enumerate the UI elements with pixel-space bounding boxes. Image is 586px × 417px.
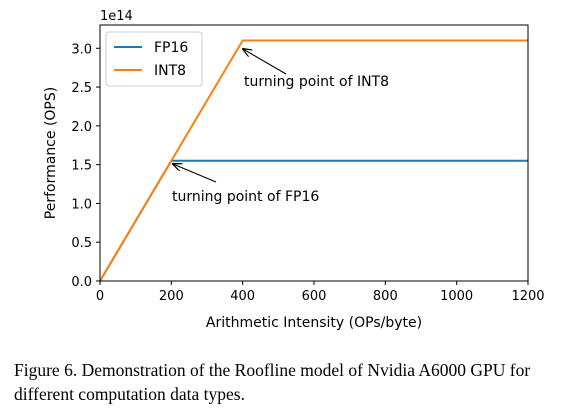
int8-annotation-arrow	[243, 49, 286, 74]
x-axis-label: Arithmetic Intensity (OPs/byte)	[206, 315, 422, 331]
y-axis-ticks: 0.0 0.5 1.0 1.5 2.0 2.5 3.0	[71, 42, 100, 290]
fp16-annotation-text: turning point of FP16	[172, 189, 319, 205]
y-tick-label: 1.5	[71, 159, 92, 174]
x-tick-label: 200	[159, 289, 184, 304]
y-axis-label: Performance (OPS)	[43, 87, 59, 219]
x-tick-label: 1000	[440, 289, 473, 304]
x-tick-label: 400	[230, 289, 255, 304]
series-line-fp16	[100, 161, 528, 281]
y-tick-label: 0.5	[71, 236, 92, 251]
fp16-annotation-arrow	[173, 164, 216, 182]
y-tick-label: 1.0	[71, 197, 92, 212]
figure-caption: Figure 6. Demonstration of the Roofline …	[14, 358, 574, 406]
x-tick-label: 800	[373, 289, 398, 304]
legend-label-int8: INT8	[154, 63, 186, 79]
y-tick-label: 3.0	[71, 42, 92, 57]
x-tick-label: 1200	[511, 289, 544, 304]
annotations: turning point of INT8 turning point of F…	[172, 49, 389, 205]
int8-annotation-text: turning point of INT8	[244, 74, 389, 90]
y-tick-label: 2.0	[71, 120, 92, 135]
y-multiplier-label: 1e14	[100, 9, 133, 24]
y-tick-label: 2.5	[71, 81, 92, 96]
roofline-chart: 0 200 400 600 800 1000 1200 0.0 0.5 1.0 1.5 2.0 2.5…	[0, 0, 586, 350]
y-tick-label: 0.0	[71, 275, 92, 290]
x-tick-label: 0	[96, 289, 104, 304]
x-tick-label: 600	[302, 289, 327, 304]
legend-label-fp16: FP16	[154, 40, 188, 56]
x-axis-ticks: 0 200 400 600 800 1000 1200	[96, 281, 545, 304]
legend: FP16 INT8	[106, 32, 202, 86]
